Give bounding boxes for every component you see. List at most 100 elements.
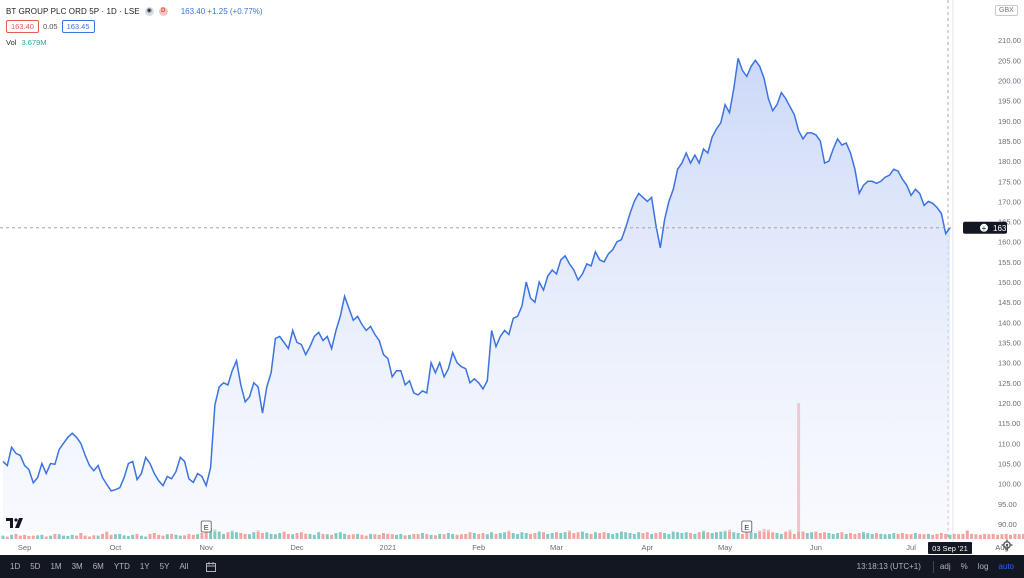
price-tick-label: 170.00 xyxy=(998,197,1021,206)
volume-bar xyxy=(637,532,641,539)
volume-bar xyxy=(330,534,334,540)
volume-bar xyxy=(139,535,143,539)
volume-bar xyxy=(663,533,667,539)
bottom-toolbar: 1D 5D 1M 3M 6M YTD 1Y 5Y All 13:18:13 (U… xyxy=(0,555,1024,578)
calendar-icon[interactable] xyxy=(206,561,217,572)
volume-bar xyxy=(57,534,61,539)
volume-bar xyxy=(952,533,956,539)
volume-bar xyxy=(961,533,965,539)
price-tick-label: 150.00 xyxy=(998,278,1021,287)
toolbar-divider xyxy=(932,560,934,573)
price-chart[interactable]: 90.00 95.00 100.00 105.00 110.00 115.00 120.00… xyxy=(0,0,1024,555)
volume-bar xyxy=(239,533,243,539)
volume-value: 3.679M xyxy=(21,38,47,47)
earnings-marker-label: E xyxy=(204,523,209,532)
volume-bar xyxy=(269,533,273,539)
volume-bar xyxy=(619,531,623,540)
currency-badge[interactable]: GBX xyxy=(995,5,1018,16)
time-tick-label: Jun xyxy=(810,543,822,552)
eye-icon[interactable]: ◉ xyxy=(144,6,154,16)
volume-bar xyxy=(944,533,948,539)
volume-bar xyxy=(382,533,385,539)
price-axis[interactable]: 90.00 95.00 100.00 105.00 110.00 115.00 120.00… xyxy=(998,36,1021,529)
range-all[interactable]: All xyxy=(179,562,189,571)
volume-bar xyxy=(888,533,891,539)
earnings-marker[interactable] xyxy=(200,520,212,533)
volume-bar xyxy=(360,534,364,540)
volume-bar xyxy=(857,533,861,539)
chart-area[interactable]: 90.00 95.00 100.00 105.00 110.00 115.00 120.00… xyxy=(0,0,1024,555)
date-badge: 03 Sep '21 xyxy=(928,542,972,554)
percent-toggle[interactable]: % xyxy=(960,562,968,571)
earnings-marker[interactable] xyxy=(741,520,753,533)
plus-icon[interactable]: + xyxy=(982,224,987,233)
range-1y[interactable]: 1Y xyxy=(139,562,150,571)
volume-bar xyxy=(96,535,100,539)
volume-bar xyxy=(702,530,705,539)
time-axis[interactable]: Sep Oct Nov Dec 2021 Feb Mar Apr May Jun Jul Aug xyxy=(18,543,1009,552)
volume-bar xyxy=(987,534,991,539)
volume-bar xyxy=(779,533,783,539)
price-line xyxy=(2,58,951,492)
volume-bar xyxy=(217,531,221,540)
volume-bar xyxy=(343,533,347,539)
price-tick-label: 110.00 xyxy=(998,439,1020,448)
volume-bar xyxy=(459,534,463,539)
volume-bar xyxy=(373,534,377,539)
time-tick-label: Aug xyxy=(995,543,1008,552)
adj-toggle[interactable]: adj xyxy=(939,562,951,571)
range-1d[interactable]: 1D xyxy=(10,562,21,571)
volume-bar xyxy=(896,533,900,539)
volume-label: Vol xyxy=(6,38,17,47)
volume-bar xyxy=(40,534,44,540)
volume-bar xyxy=(559,533,563,539)
volume-bar xyxy=(403,535,407,539)
volume-bar xyxy=(749,532,753,539)
volume-bar xyxy=(965,530,969,539)
volume-bar xyxy=(719,531,723,540)
symbol-title[interactable]: BT GROUP PLC ORD 5P · 1D · LSE xyxy=(6,6,140,16)
volume-bar xyxy=(165,534,169,539)
bid-button[interactable]: 163.40 xyxy=(6,20,39,33)
auto-toggle[interactable]: auto xyxy=(998,562,1014,571)
tradingview-logo[interactable] xyxy=(6,517,24,529)
clock-readout[interactable]: 13:18:13 (UTC+1) xyxy=(856,562,921,571)
dividend-badge[interactable]: D xyxy=(158,6,168,16)
volume-bar xyxy=(416,534,420,539)
time-tick-label: Jul xyxy=(906,543,916,552)
range-1m[interactable]: 1M xyxy=(50,562,62,571)
date-badge-label: 03 Sep '21 xyxy=(932,544,968,553)
volume-bar xyxy=(598,533,602,539)
volume-bar xyxy=(494,533,498,539)
range-6m[interactable]: 6M xyxy=(92,562,104,571)
time-tick-label: Nov xyxy=(200,543,214,552)
volume-bar xyxy=(792,533,796,539)
gear-icon[interactable] xyxy=(1001,539,1013,551)
volume-bar xyxy=(152,533,156,539)
volume-bar xyxy=(948,534,952,540)
log-toggle[interactable]: log xyxy=(977,562,989,571)
volume-bar xyxy=(624,532,628,539)
volume-bar xyxy=(706,532,710,539)
volume-bar xyxy=(555,532,558,539)
volume-bar xyxy=(892,533,896,539)
volume-bar xyxy=(325,534,329,539)
volume-bar xyxy=(464,533,468,539)
range-3m[interactable]: 3M xyxy=(71,562,83,571)
spread-value: 0.05 xyxy=(42,22,58,31)
range-5d[interactable]: 5D xyxy=(30,562,41,571)
volume-bar xyxy=(66,535,70,539)
range-5y[interactable]: 5Y xyxy=(159,562,170,571)
price-tick-label: 175.00 xyxy=(998,177,1021,186)
volume-bar xyxy=(109,534,113,540)
ask-button[interactable]: 163.45 xyxy=(61,20,95,33)
range-ytd[interactable]: YTD xyxy=(113,562,130,571)
volume-bar xyxy=(248,534,251,539)
volume-bar xyxy=(122,535,126,539)
earnings-marker-label: E xyxy=(744,523,749,532)
volume-bar xyxy=(991,533,995,539)
volume-bar xyxy=(442,534,446,539)
volume-bar xyxy=(615,533,619,539)
volume-bar xyxy=(507,530,511,539)
volume-bar xyxy=(377,534,381,540)
